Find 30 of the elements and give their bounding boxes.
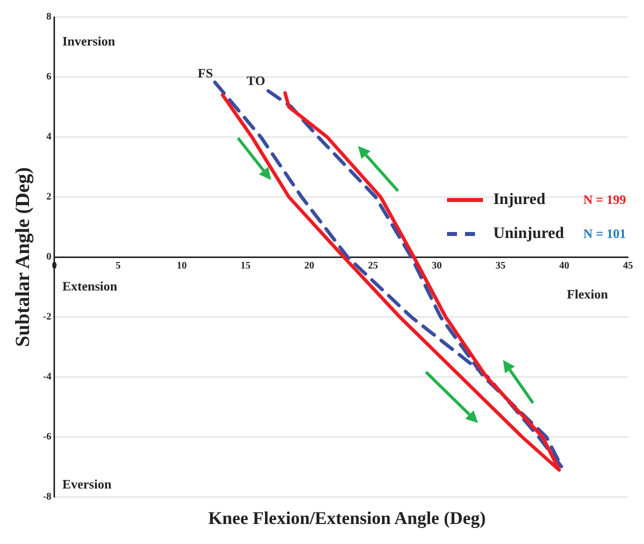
y-tick-label: -8 — [42, 492, 52, 503]
x-tick-label: 40 — [559, 260, 570, 272]
annotation: Inversion — [62, 33, 116, 48]
annotation: TO — [246, 73, 266, 88]
legend-label: Injured — [493, 191, 546, 209]
y-tick-label: 0 — [46, 252, 52, 263]
y-tick-label: 6 — [46, 72, 52, 83]
x-tick-label: 25 — [368, 260, 378, 272]
x-tick-label: 15 — [240, 260, 251, 272]
y-tick-label: -6 — [42, 432, 52, 443]
annotation: N = 199 — [583, 192, 626, 208]
x-tick-label: 45 — [623, 260, 633, 272]
y-tick-label: 2 — [46, 192, 52, 203]
y-tick-label: 8 — [46, 12, 52, 23]
x-tick-label: 35 — [496, 260, 506, 272]
annotation: FS — [198, 65, 213, 80]
annotation: Flexion — [566, 286, 609, 302]
x-tick-label: 5 — [116, 260, 121, 272]
annotation: Extension — [62, 278, 118, 294]
y-tick-label: 4 — [46, 132, 52, 143]
y-tick-label: -4 — [42, 372, 52, 383]
annotation: N = 101 — [583, 226, 626, 242]
x-tick-label: 20 — [304, 260, 314, 272]
annotation: Eversion — [62, 476, 112, 492]
x-tick-label: 30 — [432, 260, 442, 272]
y-tick-label: -2 — [42, 312, 52, 323]
x-axis-title: Knee Flexion/Extension Angle (Deg) — [207, 508, 487, 529]
y-axis-title: Subtalar Angle (Deg) — [12, 167, 34, 347]
legend-label: Uninjured — [493, 225, 566, 243]
x-tick-label: 10 — [176, 260, 187, 272]
